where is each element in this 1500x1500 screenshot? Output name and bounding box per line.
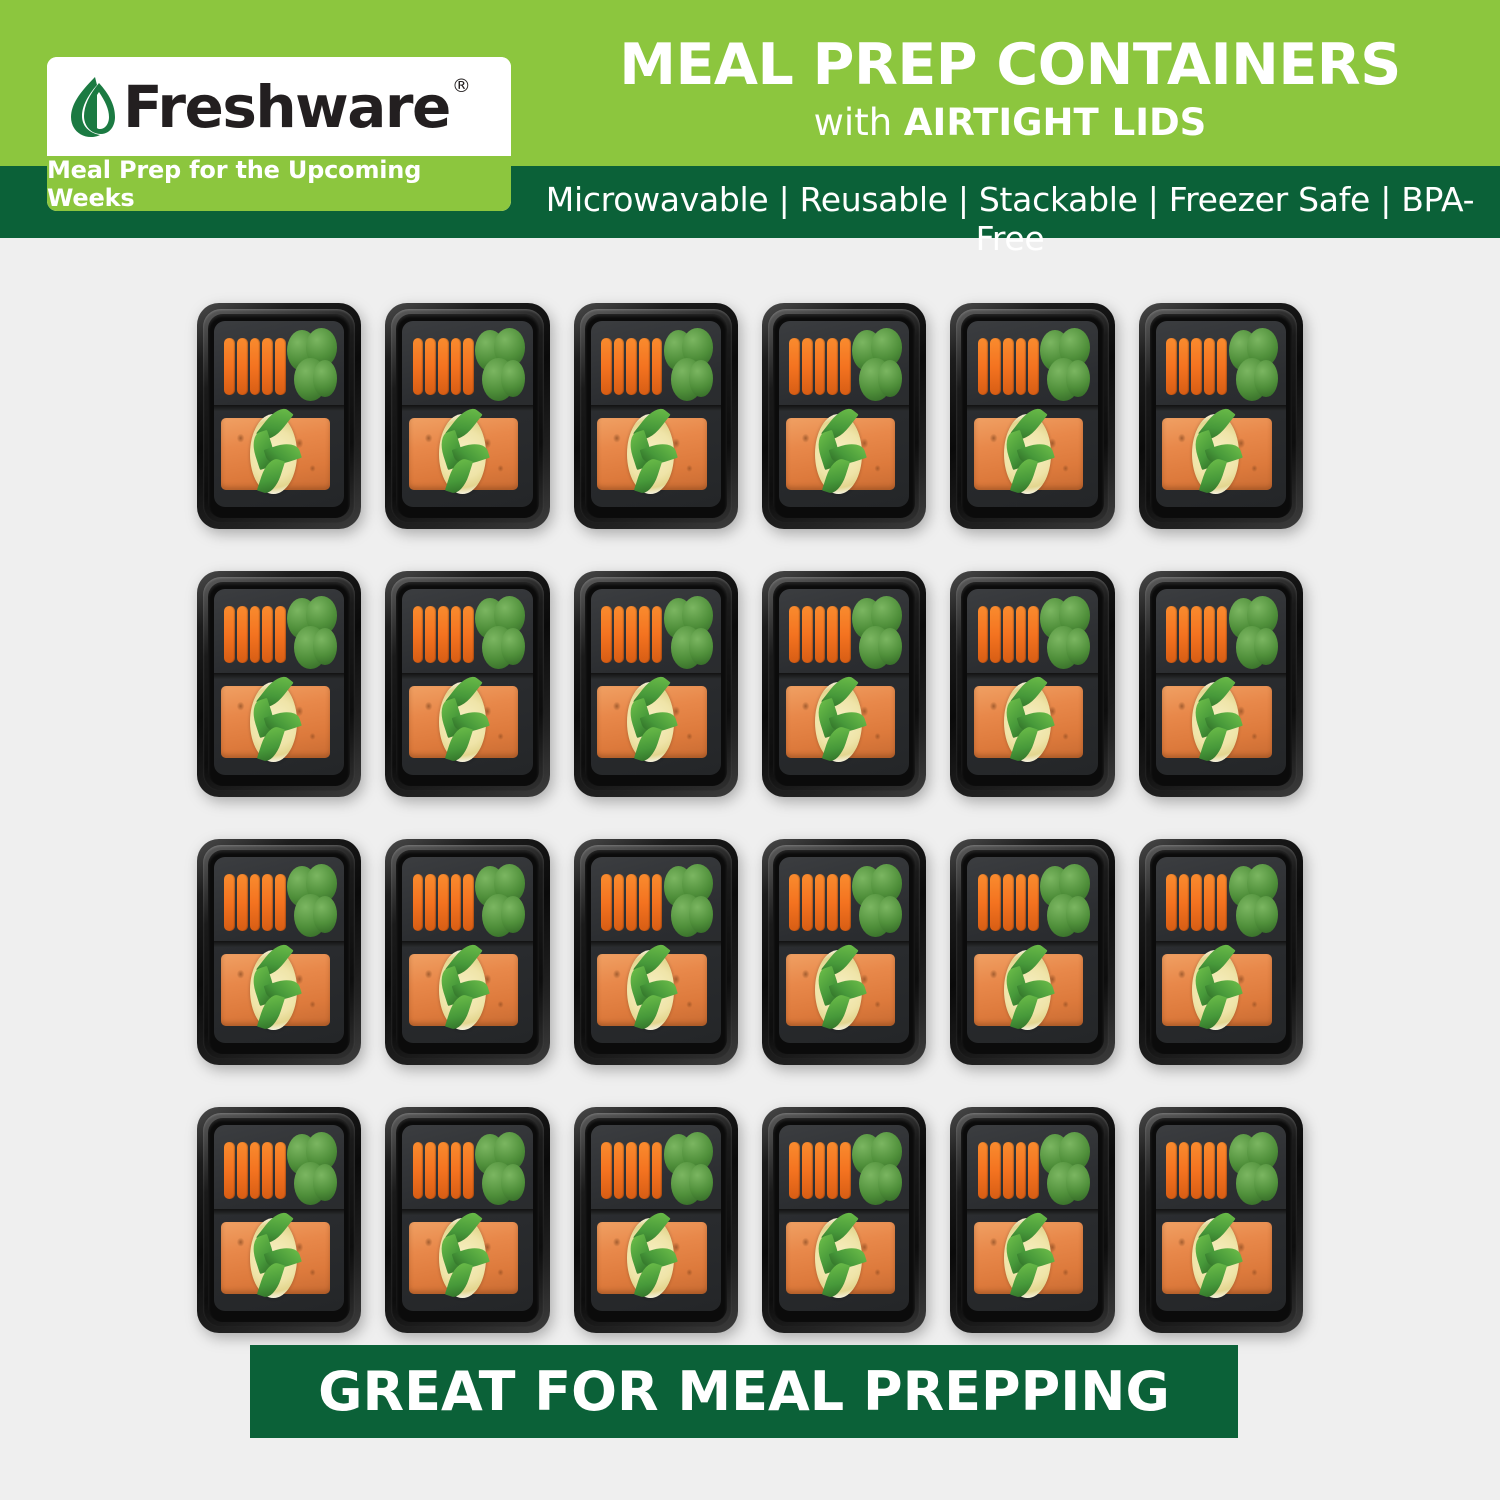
product-grid [197,303,1303,1343]
meal-prep-container [761,839,927,1065]
leaf-icon [65,73,119,141]
meal-prep-container [761,303,927,529]
page-subtitle-emphasis: AIRTIGHT LIDS [903,101,1207,144]
meal-prep-container [385,1107,550,1333]
meal-prep-container [950,571,1115,797]
bottom-banner-text: GREAT FOR MEAL PREPPING [318,1360,1170,1423]
meal-prep-container [761,571,927,797]
meal-prep-container [1138,303,1303,529]
meal-prep-container [1138,1107,1303,1333]
meal-prep-container [573,1107,738,1333]
header-banner: Freshware ® Meal Prep for the Upcoming W… [0,0,1500,258]
bottom-banner: GREAT FOR MEAL PREPPING [250,1345,1238,1438]
meal-prep-container [385,839,550,1065]
meal-prep-container [573,303,738,529]
meal-prep-container [950,303,1115,529]
meal-prep-container [197,303,362,529]
meal-prep-container [197,571,362,797]
meal-prep-container [197,1107,362,1333]
brand-logo-wordmark-row: Freshware ® [47,57,511,156]
brand-tagline-strip: Meal Prep for the Upcoming Weeks [47,156,511,211]
meal-prep-container [1138,839,1303,1065]
feature-list: Microwavable | Reusable | Stackable | Fr… [545,180,1475,258]
page-subtitle-prefix: with [813,101,904,144]
meal-prep-container [385,303,550,529]
meal-prep-container [950,839,1115,1065]
page-subtitle: with AIRTIGHT LIDS [540,101,1480,144]
meal-prep-container [197,839,362,1065]
brand-name: Freshware [123,72,451,141]
page-title: MEAL PREP CONTAINERS [619,32,1401,98]
brand-logo-card: Freshware ® Meal Prep for the Upcoming W… [47,57,511,211]
meal-prep-container [385,571,550,797]
meal-prep-container [1138,571,1303,797]
meal-prep-container [761,1107,927,1333]
registered-trademark-icon: ® [451,75,471,97]
brand-tagline: Meal Prep for the Upcoming Weeks [47,155,422,212]
meal-prep-container [573,839,738,1065]
meal-prep-container [573,571,738,797]
meal-prep-container [950,1107,1115,1333]
